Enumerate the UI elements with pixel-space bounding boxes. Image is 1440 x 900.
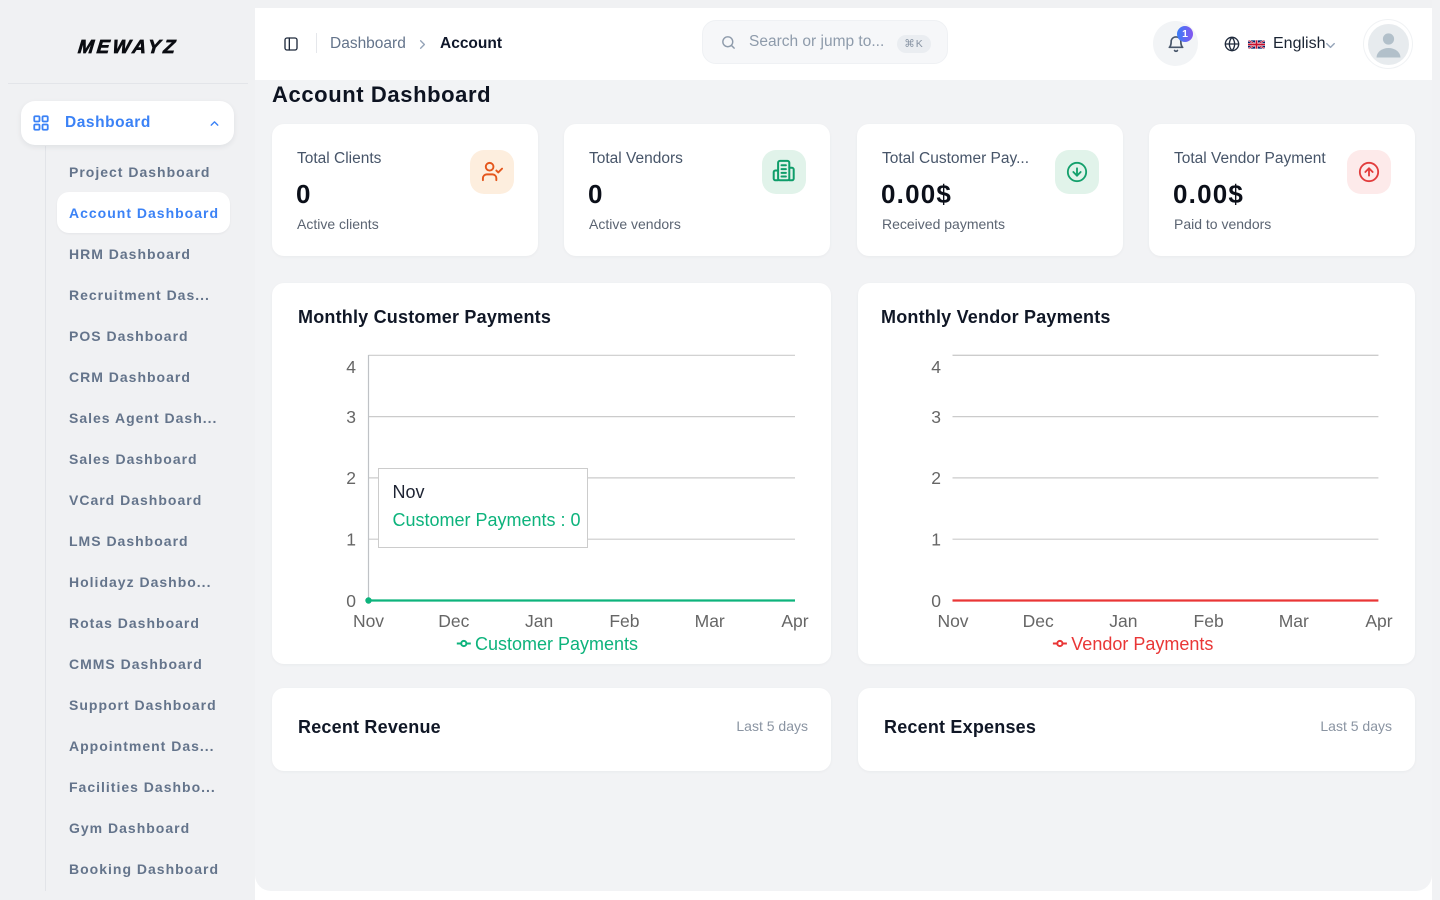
svg-text:Dec: Dec <box>438 611 469 631</box>
svg-text:3: 3 <box>931 407 941 427</box>
svg-text:0: 0 <box>346 591 356 611</box>
svg-text:Vendor Payments: Vendor Payments <box>1071 634 1213 654</box>
svg-text:Dec: Dec <box>1023 611 1054 631</box>
svg-text:1: 1 <box>931 530 941 550</box>
svg-text:4: 4 <box>931 357 941 377</box>
svg-text:Apr: Apr <box>781 611 808 631</box>
svg-text:Feb: Feb <box>609 611 639 631</box>
svg-text:4: 4 <box>346 357 356 377</box>
svg-text:2: 2 <box>931 468 941 488</box>
svg-text:Feb: Feb <box>1194 611 1224 631</box>
svg-text:Apr: Apr <box>1365 611 1392 631</box>
svg-text:Mar: Mar <box>1279 611 1309 631</box>
svg-text:1: 1 <box>346 530 356 550</box>
svg-text:Nov: Nov <box>937 611 968 631</box>
svg-text:Nov: Nov <box>353 611 384 631</box>
svg-text:3: 3 <box>346 407 356 427</box>
svg-text:Jan: Jan <box>525 611 553 631</box>
svg-text:Jan: Jan <box>1109 611 1137 631</box>
svg-text:Customer Payments: Customer Payments <box>475 634 638 654</box>
svg-text:2: 2 <box>346 468 356 488</box>
svg-text:0: 0 <box>931 591 941 611</box>
svg-text:Mar: Mar <box>695 611 725 631</box>
